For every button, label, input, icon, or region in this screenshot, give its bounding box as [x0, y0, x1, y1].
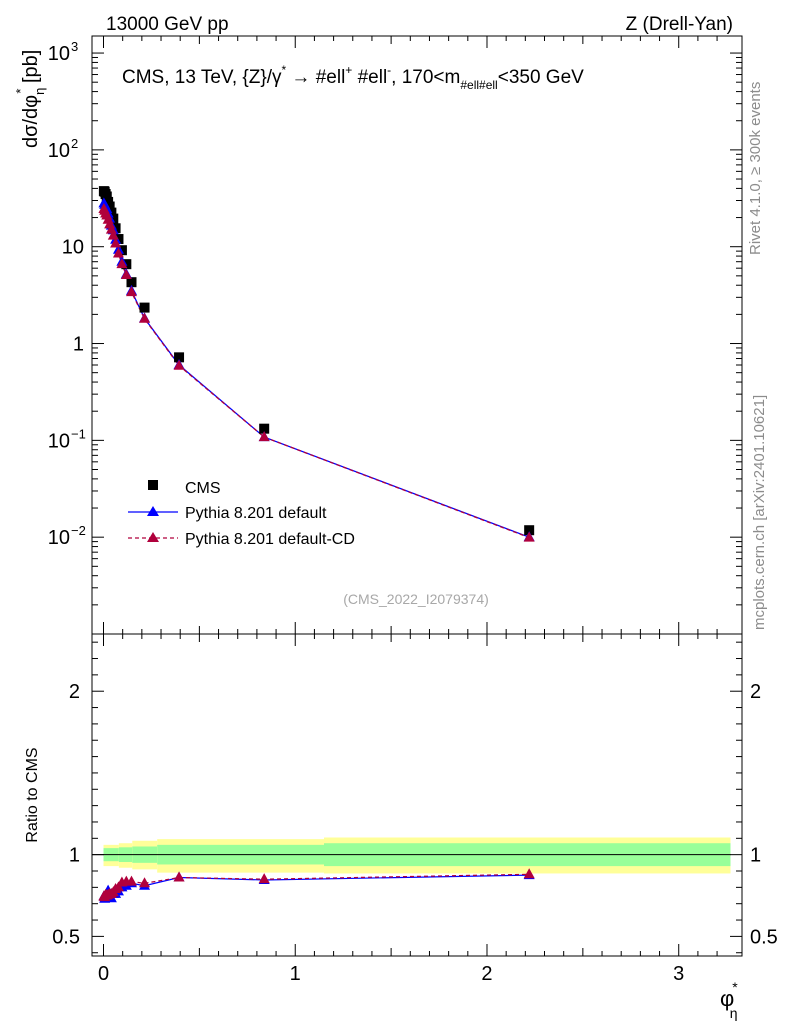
ratio-point-cd	[125, 875, 137, 886]
point-pythia-cd	[112, 247, 124, 258]
point-pythia-cd	[116, 258, 128, 269]
ratio-uncertainty-band	[103, 837, 731, 874]
plot-title: CMS, 13 TeV, {Z}/γ* → #ell+ #ell-, 170<m…	[122, 63, 584, 92]
main-axis-ticks	[92, 36, 742, 635]
header-left: 13000 GeV pp	[106, 14, 229, 35]
ratio-ytick-label-left: 2	[69, 681, 80, 703]
main-ytick-label: 10	[62, 237, 84, 259]
point-cms	[139, 302, 150, 313]
analysis-watermark: (CMS_2022_I2079374)	[343, 591, 489, 607]
main-series-lines	[103, 203, 530, 539]
point-pythia-cd	[120, 269, 132, 280]
main-ytick-exponent: −1	[71, 426, 86, 441]
ratio-ytick-label-right: 0.5	[750, 926, 778, 948]
point-pythia-cd	[110, 237, 122, 248]
main-ytick-exponent: 2	[71, 136, 78, 151]
line-pythia-cd	[103, 208, 530, 539]
legend-marker-default	[147, 506, 159, 516]
point-pythia-cd	[523, 531, 535, 542]
header-right: Z (Drell-Yan)	[626, 14, 733, 35]
point-pythia-cd	[173, 359, 185, 370]
point-cms	[108, 213, 119, 224]
rivet-label: Rivet 4.1.0, ≥ 300k events	[747, 82, 764, 255]
xtick-label: 1	[290, 963, 301, 985]
main-ytick-exponent: 3	[71, 39, 78, 54]
ratio-ytick-label-right: 1	[750, 845, 761, 867]
xtick-label: 2	[481, 963, 492, 985]
ratio-point-cd	[523, 868, 535, 879]
ratio-ylabel: Ratio to CMS	[24, 747, 41, 842]
ratio-point-cd	[258, 873, 270, 884]
legend-label-default: Pythia 8.201 default	[185, 505, 327, 522]
point-cms	[524, 525, 535, 536]
ratio-point-cd	[139, 877, 151, 888]
point-cms	[104, 201, 115, 212]
line-pythia-default	[103, 203, 530, 538]
point-cms	[259, 423, 270, 434]
point-pythia-cd	[258, 431, 270, 442]
legend: CMS Pythia 8.201 default Pythia 8.201 de…	[128, 480, 355, 548]
point-pythia-cd	[139, 312, 151, 323]
ratio-line-default	[103, 874, 530, 900]
point-pythia-cd	[105, 223, 117, 234]
ratio-series-lines	[103, 873, 530, 900]
ratio-point-cd	[173, 871, 185, 882]
main-ytick-label: 10	[48, 43, 70, 65]
ratio-ytick-label-left: 1	[69, 845, 80, 867]
xtick-label: 3	[673, 963, 684, 985]
point-cms	[174, 352, 185, 363]
ratio-frame	[91, 633, 743, 957]
main-ylabel: dσ/dφη* [pb]	[13, 50, 47, 148]
ratio-axis-ticks	[92, 634, 742, 956]
point-pythia-cd	[125, 286, 137, 297]
point-cms	[101, 191, 112, 202]
legend-marker-cms	[148, 480, 158, 490]
legend-marker-cd	[147, 532, 159, 542]
main-series-markers	[98, 186, 535, 542]
ratio-tick-labels: 0.5 0.5 1 1 2 2 0 1 2 3	[52, 681, 778, 985]
legend-label-cms: CMS	[185, 480, 221, 497]
main-ytick-label: 10	[48, 430, 70, 452]
main-ytick-label: 10	[48, 527, 70, 549]
x-axis-label: φ* η	[720, 979, 738, 1021]
point-pythia-cd	[107, 229, 119, 240]
ratio-line-cd	[103, 873, 530, 899]
main-ytick-label: 10	[48, 140, 70, 162]
main-ytick-label: 1	[73, 334, 84, 356]
ratio-ytick-label-right: 2	[750, 681, 761, 703]
ratio-series-markers	[98, 868, 535, 903]
point-cms	[126, 277, 137, 288]
mcplots-label: mcplots.cern.ch [arXiv:2401.10621]	[751, 395, 768, 630]
xtick-label: 0	[98, 963, 109, 985]
legend-label-cd: Pythia 8.201 default-CD	[185, 531, 355, 548]
ratio-ytick-label-left: 0.5	[52, 926, 80, 948]
ratio-panel: 0.5 0.5 1 1 2 2 0 1 2 3 Ratio to CMS φ* η	[24, 633, 778, 1021]
main-ytick-exponent: −2	[71, 523, 86, 538]
